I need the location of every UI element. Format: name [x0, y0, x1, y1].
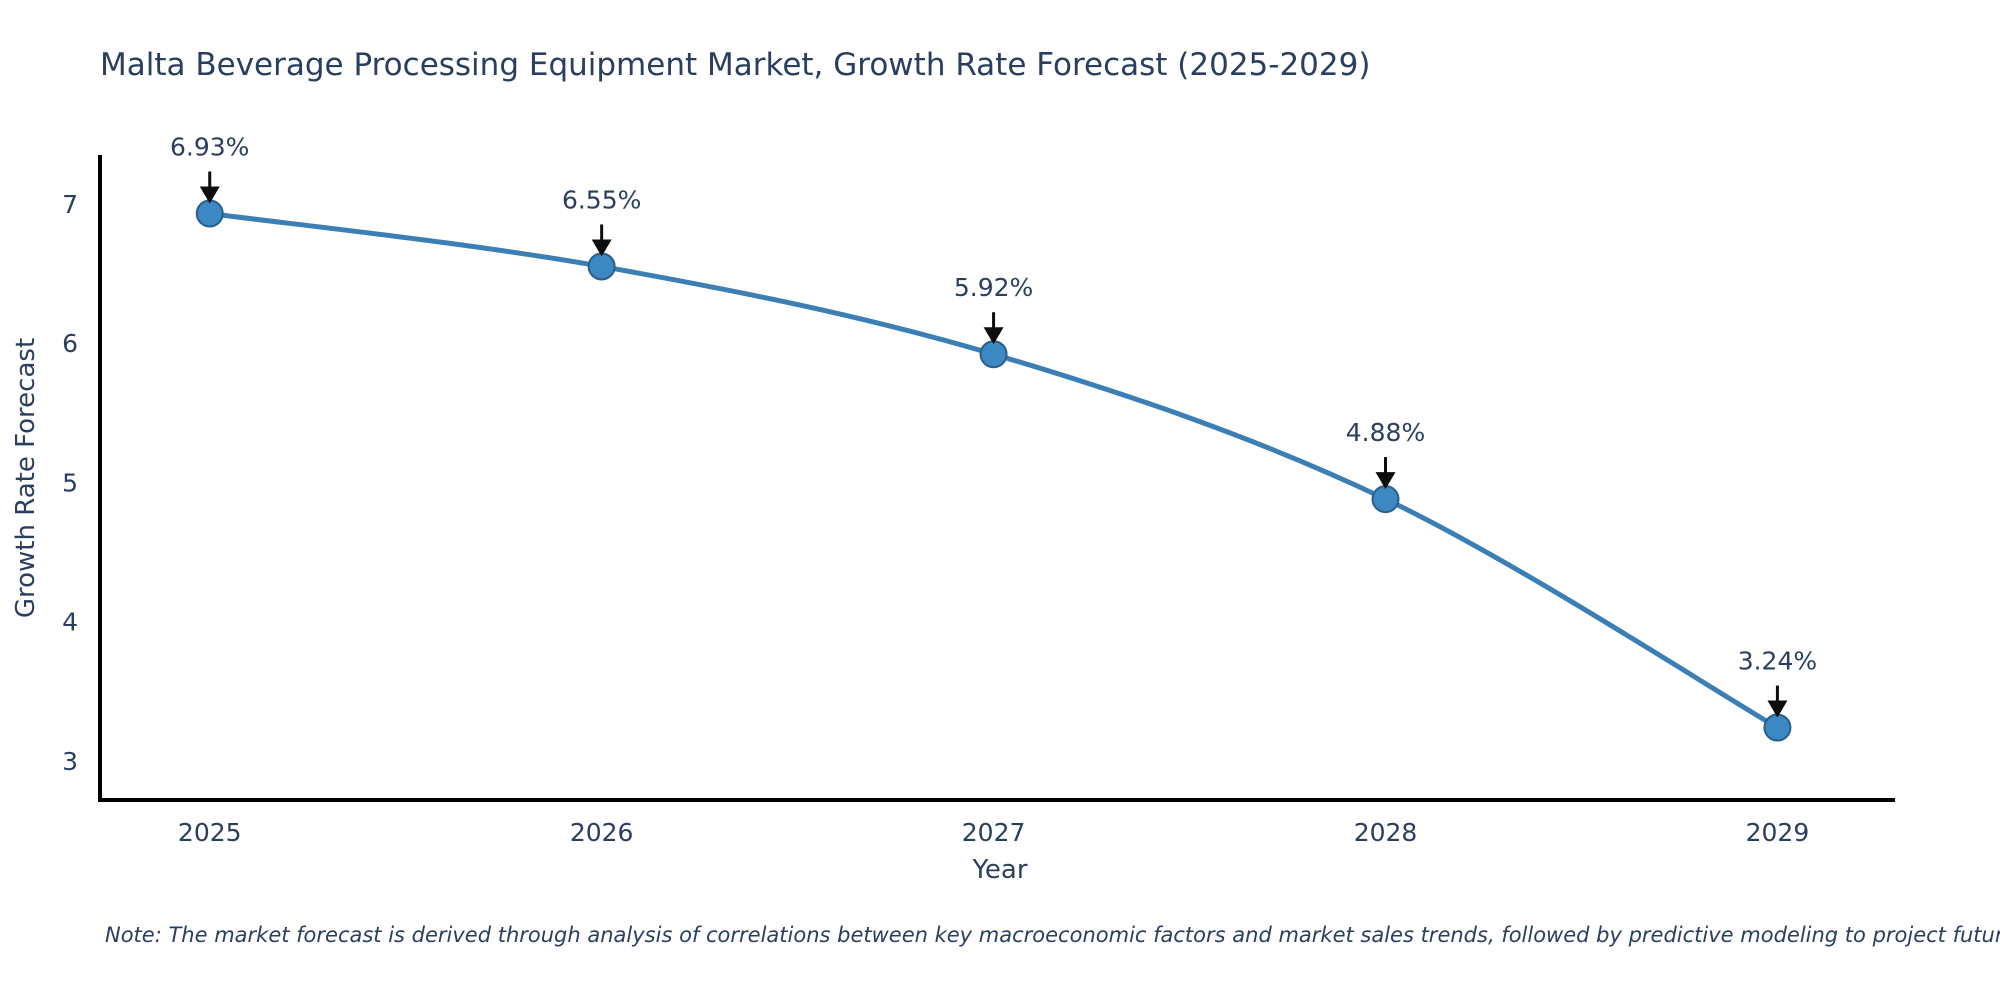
y-tick-label: 4	[62, 608, 78, 637]
chart-footnote: Note: The market forecast is derived thr…	[105, 923, 2000, 947]
chart-title: Malta Beverage Processing Equipment Mark…	[100, 47, 1370, 83]
data-point-label: 5.92%	[954, 273, 1033, 302]
data-point-label: 4.88%	[1346, 418, 1425, 447]
y-tick-label: 5	[62, 468, 78, 497]
y-axis-title: Growth Rate Forecast	[11, 338, 41, 618]
x-tick-label: 2028	[1354, 818, 1418, 847]
annotation-arrow-head	[199, 186, 220, 204]
x-tick-label: 2027	[962, 818, 1026, 847]
data-point-label: 3.24%	[1738, 647, 1817, 676]
data-point-marker	[587, 252, 616, 281]
data-point-label: 6.55%	[562, 185, 641, 214]
annotation-arrow-head	[1767, 700, 1788, 718]
data-point-marker	[1371, 485, 1400, 514]
annotation-arrow-head	[983, 327, 1004, 345]
y-tick-label: 3	[62, 747, 78, 776]
data-point-marker	[979, 340, 1008, 369]
y-tick-label: 7	[62, 190, 78, 219]
point-annotations: 6.93% 6.55% 5.92% 4.88% 3.24%	[170, 133, 1817, 718]
annotation-arrow-head	[1375, 472, 1396, 490]
data-point-marker	[195, 199, 224, 228]
annotation-arrow-head	[591, 239, 612, 257]
y-tick-label: 6	[62, 329, 78, 358]
x-axis-tick-labels: 2025 2026 2027 2028 2029	[178, 818, 1809, 847]
x-tick-label: 2029	[1746, 818, 1810, 847]
x-axis-title: Year	[971, 855, 1027, 885]
x-tick-label: 2026	[570, 818, 634, 847]
data-point-label: 6.93%	[170, 133, 249, 162]
y-axis-tick-labels: 3 4 5 6 7	[62, 190, 78, 776]
x-tick-label: 2025	[178, 818, 242, 847]
data-point-marker	[1763, 713, 1792, 742]
